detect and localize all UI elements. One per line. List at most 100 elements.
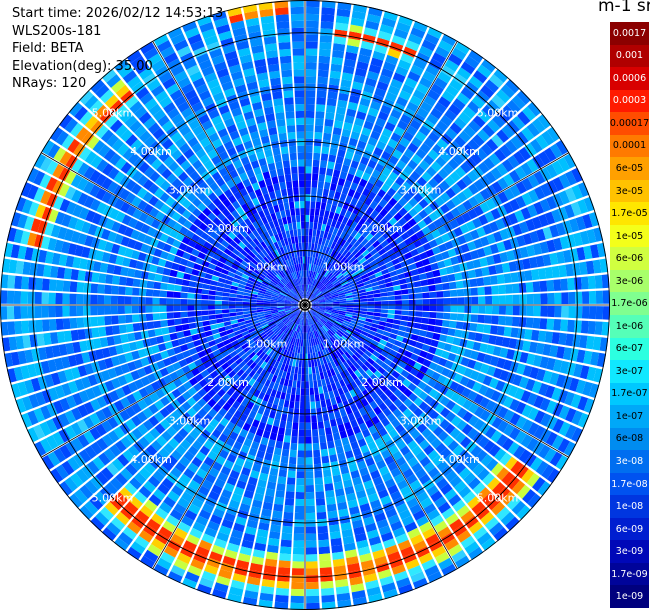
ray [1, 258, 299, 305]
ray [79, 90, 301, 301]
ray [0, 290, 299, 305]
ray [311, 196, 595, 303]
scan-info-panel: Start time: 2026/02/12 14:53:13 WLS200s-… [12, 5, 223, 93]
ray [309, 310, 496, 551]
range-ring-label: 3.00km [400, 184, 442, 197]
ray [101, 310, 301, 542]
ray [308, 310, 471, 569]
range-ring-label: 5.00km [92, 106, 134, 119]
colorbar-tick-label: 1.7e-05 [610, 202, 649, 225]
ray [10, 306, 299, 399]
ray [274, 311, 305, 610]
azimuth-line [304, 304, 570, 458]
ray [311, 305, 610, 320]
ray [59, 309, 300, 496]
ray [26, 307, 299, 443]
range-ring-label: 3.00km [400, 415, 442, 428]
ray [20, 182, 299, 303]
field-text: Field: BETA [12, 41, 84, 57]
ray [311, 153, 577, 302]
ray [153, 33, 302, 299]
ray [311, 258, 609, 305]
ray [306, 311, 368, 607]
azimuth-line [304, 152, 570, 306]
azimuth-line [40, 152, 306, 306]
ray [309, 90, 531, 301]
ray [310, 308, 569, 471]
ray [167, 311, 303, 584]
ray [306, 3, 368, 299]
ray [311, 307, 584, 443]
ray [311, 306, 600, 399]
range-ring [32, 32, 578, 578]
ray [153, 311, 302, 577]
ray [308, 33, 457, 299]
range-ring-label: 2.00km [207, 376, 249, 389]
ray [311, 167, 584, 303]
colorbar-tick-label: 6e-07 [610, 337, 649, 361]
ray [211, 311, 304, 600]
colorbar-tick-label: 1.7e-06 [610, 292, 649, 315]
ray [41, 308, 300, 471]
colorbar-tick-label: 3e-08 [610, 450, 649, 473]
ray [306, 311, 399, 600]
ray [310, 309, 551, 496]
ray [101, 68, 301, 300]
ray [307, 311, 428, 590]
azimuth-line [152, 304, 306, 570]
ray [308, 310, 484, 561]
range-ring [195, 195, 415, 415]
colorbar-tick-label: 0.001 [610, 44, 649, 68]
ray [114, 59, 301, 300]
ray [15, 196, 299, 303]
ray [258, 311, 305, 609]
ray [311, 274, 610, 305]
ray [307, 26, 443, 299]
start-time-text: Start time: 2026/02/12 14:53:13 [12, 6, 224, 21]
ray [310, 139, 569, 302]
azimuth-line [304, 304, 458, 570]
colorbar-tick-label: 1.7e-07 [610, 382, 649, 406]
range-ring-label: 4.00km [130, 453, 172, 466]
colorbar-tick-label: 0.0001 [610, 134, 649, 158]
ray [10, 211, 299, 304]
azimuth-line [152, 40, 306, 306]
colorbar-tick-label: 6e-05 [610, 157, 649, 180]
colorbar-tick-label: 1e-08 [610, 495, 649, 518]
colorbar-tick-label: 3e-06 [610, 269, 649, 293]
range-ring-label: 1.00km [246, 338, 288, 351]
range-ring-label: 2.00km [361, 222, 403, 235]
range-ring [86, 86, 524, 524]
colorbar-tick-label: 3e-05 [610, 179, 649, 203]
ray [290, 311, 305, 610]
ray [309, 310, 509, 542]
ray [309, 309, 520, 531]
range-ring [250, 250, 360, 360]
colorbar-tick-label: 3e-09 [610, 540, 649, 563]
colorbar-title: m-1 sr-1 [598, 0, 650, 16]
ray [311, 306, 604, 383]
ray [242, 311, 304, 607]
range-ring-label: 2.00km [207, 222, 249, 235]
range-ring-label: 1.00km [246, 261, 288, 274]
ray [307, 311, 443, 584]
range-ring-label: 5.00km [92, 492, 134, 505]
ray [227, 6, 304, 299]
ray [311, 307, 590, 428]
azimuth-line [304, 40, 458, 306]
range-ring-label: 5.00km [477, 492, 519, 505]
ray [311, 182, 590, 303]
ray [196, 311, 303, 595]
range-ring-labels: 1.00km 1.00km 1.00km 1.00km 2.00km 2.00km 2.00… [92, 106, 519, 504]
ray [33, 308, 299, 457]
ray [311, 227, 604, 304]
ray [3, 306, 299, 368]
range-ring-label: 4.00km [438, 453, 480, 466]
ray [126, 49, 302, 300]
ray [307, 15, 414, 299]
colorbar-tick-label: 1.7e-08 [610, 472, 649, 496]
ray [49, 126, 300, 302]
range-ring-label: 2.00km [361, 376, 403, 389]
colorbar-tick-label: 1e-09 [610, 585, 649, 608]
ray [49, 308, 300, 484]
